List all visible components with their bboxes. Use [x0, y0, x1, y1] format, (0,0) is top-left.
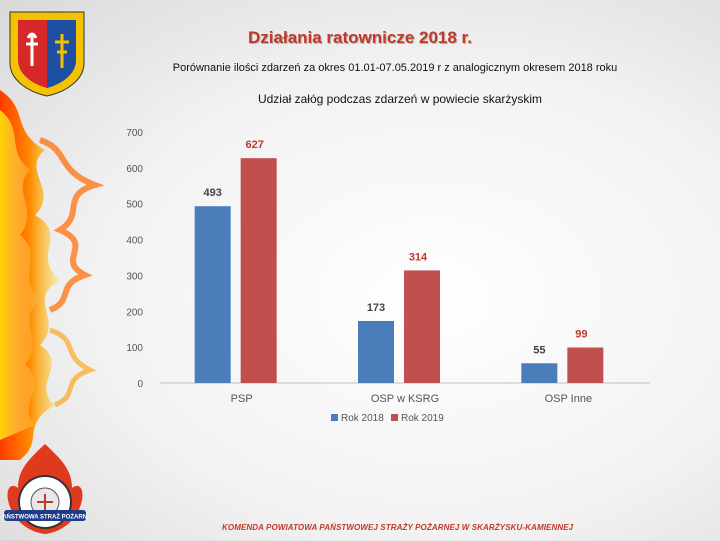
y-tick-label: 300	[126, 271, 143, 282]
emblem-text: PAŃSTWOWA STRAŻ POŻARNA	[2, 513, 88, 521]
y-tick-label: 600	[126, 164, 143, 175]
data-label: 493	[203, 187, 221, 199]
y-tick-label: 200	[126, 307, 143, 318]
footer-text: KOMENDA POWIATOWA PAŃSTWOWEJ STRAŻY POŻA…	[222, 523, 574, 532]
category-label: PSP	[231, 393, 253, 405]
bar-2019	[240, 158, 277, 383]
fire-service-emblem: PAŃSTWOWA STRAŻ POŻARNA	[0, 440, 92, 536]
bar-2018	[521, 363, 558, 383]
coat-of-arms-logo	[6, 8, 88, 98]
y-tick-label: 0	[137, 379, 143, 390]
category-label: OSP w KSRG	[371, 393, 439, 405]
legend-label: Rok 2018	[341, 413, 384, 424]
bar-2019	[567, 347, 604, 383]
data-label: 314	[409, 251, 428, 263]
y-tick-label: 700	[126, 128, 143, 139]
page-subtitle: Porównanie ilości zdarzeń za okres 01.01…	[172, 62, 618, 74]
data-label: 55	[533, 344, 545, 356]
legend-label: Rok 2019	[401, 413, 444, 424]
y-tick-label: 100	[126, 343, 143, 354]
legend-swatch	[331, 414, 338, 421]
data-label: 627	[245, 139, 263, 151]
bar-2018	[194, 206, 231, 383]
data-label: 173	[367, 302, 385, 314]
data-label: 99	[575, 329, 587, 341]
bar-2018	[358, 320, 394, 383]
y-tick-label: 500	[126, 200, 143, 211]
page-title: Działania ratownicze 2018 r.	[248, 28, 472, 47]
legend-swatch	[391, 414, 398, 421]
flame-decoration	[0, 0, 125, 540]
category-label: OSP Inne	[545, 393, 593, 405]
chart-title: Udział załóg podczas zdarzeń w powiecie …	[257, 92, 543, 106]
y-tick-label: 400	[126, 236, 143, 247]
bar-2019	[404, 270, 440, 383]
